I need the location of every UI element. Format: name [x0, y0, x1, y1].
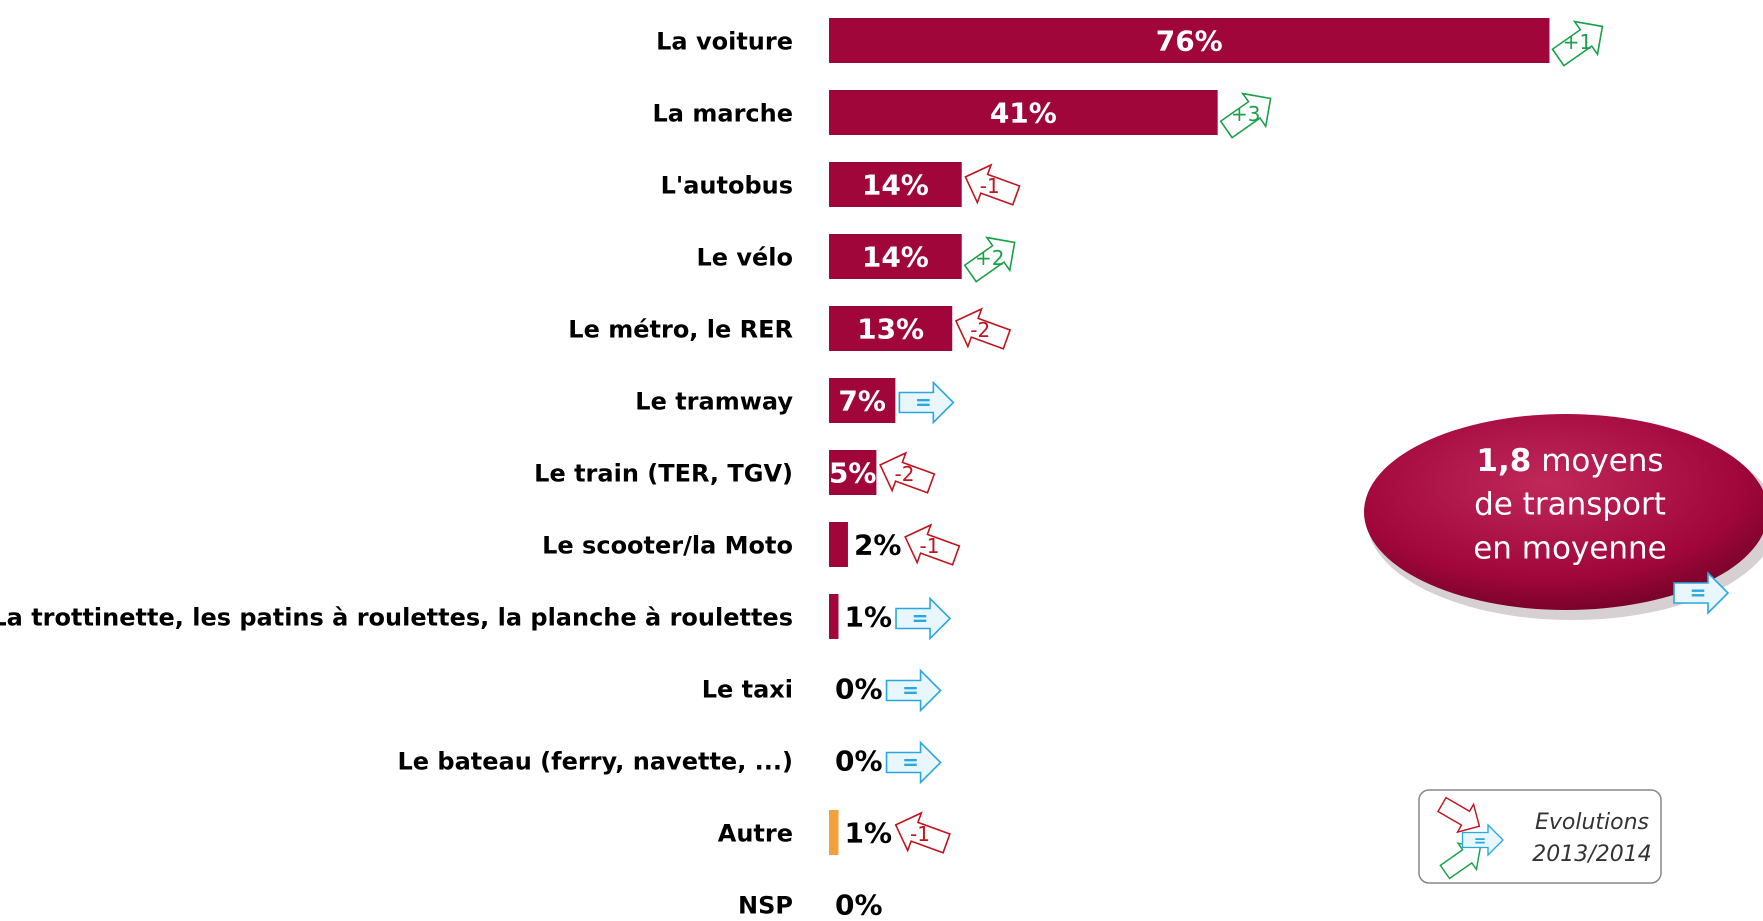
evolution-label: =: [902, 750, 919, 774]
legend-symbol: =: [1474, 832, 1487, 850]
bar: [829, 306, 953, 351]
evolution-arrow: [1673, 571, 1730, 615]
evolution-label: +2: [975, 246, 1004, 270]
arrow-shape: [879, 451, 936, 494]
category-label: Le train (TER, TGV): [534, 460, 793, 488]
arrow-shape: [895, 596, 952, 641]
bubble-value: 1,8: [1476, 443, 1531, 479]
category-label: Le métro, le RER: [568, 316, 793, 344]
evolution-arrow: [964, 163, 1021, 206]
bubble-evolution: =: [1690, 581, 1707, 605]
evolution-arrow: [885, 740, 942, 785]
arrow-shape: [1437, 796, 1481, 834]
arrow-shape: [894, 811, 951, 854]
legend-arrow: [1461, 823, 1504, 857]
arrow-shape: [898, 380, 955, 425]
value-label: 0%: [835, 745, 883, 778]
evolution-arrow: [894, 811, 951, 854]
bar: [829, 18, 1550, 63]
evolution-label: -1: [910, 822, 930, 846]
bubble: [1364, 414, 1763, 610]
legend-arrow: [1439, 842, 1482, 880]
bar: [829, 522, 848, 567]
arrow-shape: [1551, 20, 1604, 67]
evolution-arrow: [879, 451, 936, 494]
evolution-arrow: [1551, 20, 1604, 67]
category-label: Autre: [718, 820, 793, 848]
arrow-shape: [885, 668, 942, 713]
category-label: La trottinette, les patins à roulettes, …: [0, 604, 793, 632]
evolution-arrow: [963, 236, 1016, 283]
value-label: 1%: [844, 817, 892, 850]
category-label: Le vélo: [696, 244, 793, 272]
value-label: 5%: [829, 457, 877, 490]
evolution-label: +3: [1231, 102, 1260, 126]
arrow-shape: [964, 163, 1021, 206]
arrow-shape: [954, 307, 1012, 350]
category-label: La voiture: [656, 28, 793, 56]
evolution-arrow: [954, 307, 1012, 350]
value-label: 0%: [835, 889, 883, 921]
legend-arrow: [1437, 796, 1481, 834]
category-label: Le scooter/la Moto: [542, 532, 793, 560]
bubble-text: en moyenne: [1473, 531, 1667, 567]
category-label: Le taxi: [702, 676, 793, 704]
bar: [829, 234, 962, 279]
arrow-shape: [1673, 571, 1730, 615]
evolution-arrow: [885, 668, 942, 713]
bar: [829, 90, 1218, 135]
evolution-arrow: [898, 380, 955, 425]
summary-bubble: 1,8 moyens de transport en moyenne: [1364, 414, 1763, 620]
category-label: Le bateau (ferry, navette, ...): [397, 748, 793, 776]
bubble-text: moyens: [1541, 443, 1663, 479]
value-label: 41%: [990, 97, 1057, 130]
value-label: 13%: [857, 313, 924, 346]
legend-text: Evolutions: [1535, 810, 1649, 835]
legend-box: [1418, 789, 1662, 884]
category-label: NSP: [738, 892, 793, 920]
arrow-shape: [1219, 92, 1272, 139]
legend: Evolutions 2013/2014 =: [1418, 789, 1662, 884]
value-label: 76%: [1156, 25, 1223, 58]
evolution-label: -1: [920, 534, 940, 558]
evolution-label: =: [915, 390, 932, 414]
value-label: 7%: [838, 385, 886, 418]
evolution-label: =: [902, 678, 919, 702]
bar: [829, 810, 839, 855]
bar: [829, 378, 896, 423]
bar: [829, 450, 877, 495]
evolution-label: +1: [1563, 30, 1592, 54]
evolution-label: -2: [970, 318, 990, 342]
evolution-arrow: [895, 596, 952, 641]
value-label: 2%: [854, 529, 902, 562]
arrow-shape: [963, 236, 1016, 283]
category-label: La marche: [653, 100, 793, 128]
bubble-line: 1,8 moyens: [1476, 443, 1663, 479]
value-label: 1%: [844, 601, 892, 634]
bar: [829, 594, 839, 639]
category-label: Le tramway: [635, 388, 793, 416]
evolution-arrow: [1219, 92, 1272, 139]
category-label: L'autobus: [661, 172, 793, 200]
arrow-shape: [904, 523, 961, 566]
evolution-label: -2: [894, 462, 914, 486]
value-label: 14%: [862, 169, 929, 202]
legend-text: 2013/2014: [1532, 842, 1651, 867]
evolution-label: =: [912, 606, 929, 630]
bubble-text: de transport: [1474, 487, 1666, 523]
value-label: 0%: [835, 673, 883, 706]
evolution-label: -1: [980, 174, 1000, 198]
arrow-shape: [885, 740, 942, 785]
evolution-arrow: [904, 523, 961, 566]
value-label: 14%: [862, 241, 929, 274]
arrow-shape: [1439, 842, 1482, 880]
bar: [829, 162, 962, 207]
arrow-shape: [1461, 823, 1504, 857]
